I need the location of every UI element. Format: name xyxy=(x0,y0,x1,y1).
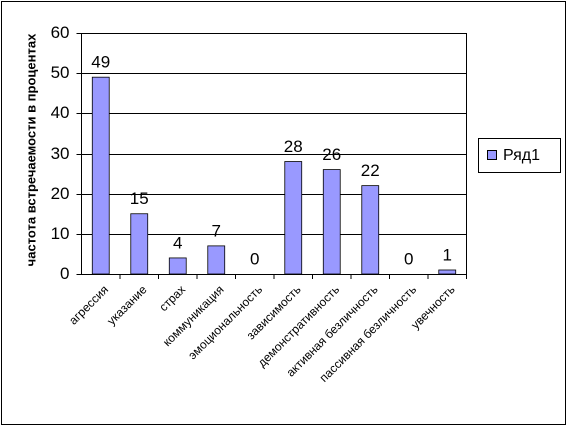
legend-label: Ряд1 xyxy=(503,147,540,164)
y-axis-title: частота встречаемости в процентах xyxy=(23,33,38,266)
value-label: 15 xyxy=(130,189,149,208)
y-tick-label: 10 xyxy=(51,224,70,243)
value-label: 28 xyxy=(284,137,303,156)
y-tick-label: 20 xyxy=(51,184,70,203)
bar xyxy=(438,269,457,275)
value-label: 26 xyxy=(322,145,341,164)
value-label: 22 xyxy=(361,161,380,180)
bar xyxy=(91,76,110,275)
bar xyxy=(284,161,303,275)
y-tick-label: 60 xyxy=(51,23,70,42)
value-label: 7 xyxy=(212,221,221,240)
bar xyxy=(130,213,149,275)
value-label: 4 xyxy=(173,233,182,252)
value-label: 0 xyxy=(250,249,259,268)
legend-swatch xyxy=(487,150,497,160)
y-tick-label: 0 xyxy=(60,264,69,283)
value-label: 0 xyxy=(404,249,413,268)
bar xyxy=(361,185,380,275)
y-tick-label: 40 xyxy=(51,103,70,122)
y-tick-label: 30 xyxy=(51,144,70,163)
bar xyxy=(168,257,187,275)
bar xyxy=(322,169,341,275)
value-label: 1 xyxy=(443,245,452,264)
y-tick-label: 50 xyxy=(51,63,70,82)
bar xyxy=(207,245,226,275)
value-label: 49 xyxy=(91,53,110,72)
